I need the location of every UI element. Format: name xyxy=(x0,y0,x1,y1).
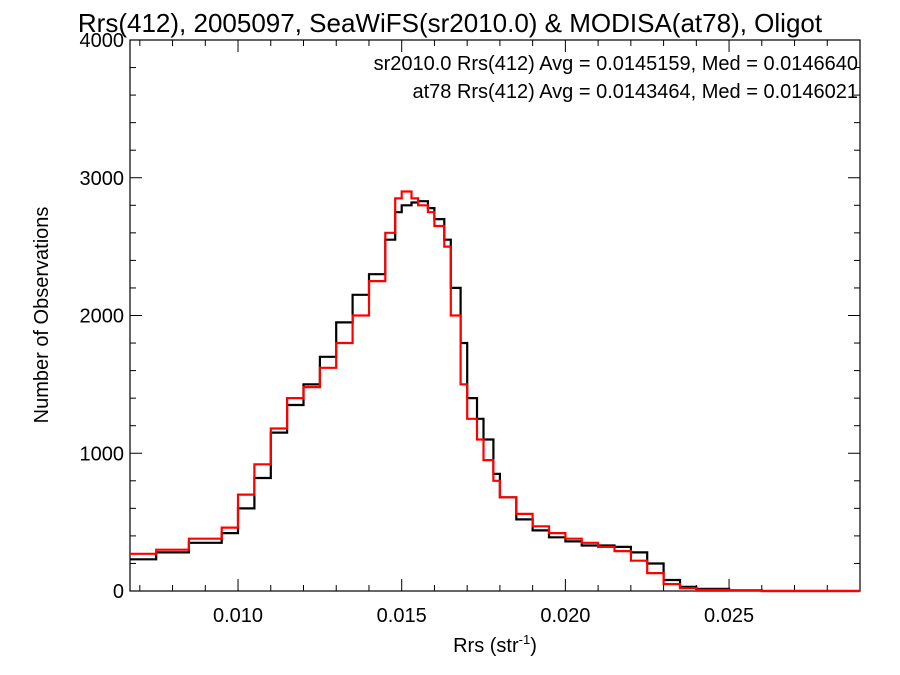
x-axis-label-superscript: -1 xyxy=(519,632,531,647)
legend: sr2010.0 Rrs(412) Avg = 0.0145159, Med =… xyxy=(374,53,858,103)
series-line-sr2010-0 xyxy=(130,200,860,593)
x-tick-label: 0.020 xyxy=(540,605,590,627)
y-tick-label: 4000 xyxy=(80,30,125,52)
series-line-at78 xyxy=(130,190,860,593)
x-tick-label: 0.025 xyxy=(704,605,754,627)
y-axis-label: Number of Observations xyxy=(31,207,53,424)
legend-entry-at78: at78 Rrs(412) Avg = 0.0143464, Med = 0.0… xyxy=(412,81,858,103)
x-tick-label: 0.015 xyxy=(377,605,427,627)
y-tick-label: 2000 xyxy=(80,306,125,328)
legend-entry-sr2010: sr2010.0 Rrs(412) Avg = 0.0145159, Med =… xyxy=(374,53,858,75)
series-layer xyxy=(130,190,860,593)
y-tick-label: 3000 xyxy=(80,168,125,190)
y-tick-label: 1000 xyxy=(80,443,125,465)
axis-tick-labels: 0.010 0.015 0.020 0.025 0 1000 2000 3000 4000 xyxy=(80,30,755,627)
y-tick-label: 0 xyxy=(113,581,124,603)
x-axis-label-close: ) xyxy=(530,635,537,657)
x-axis-label-main: Rrs (str xyxy=(453,635,519,657)
chart-title: Rrs(412), 2005097, SeaWiFS(sr2010.0) & M… xyxy=(78,8,823,38)
x-tick-label: 0.010 xyxy=(213,605,263,627)
x-axis-label: Rrs (str-1) xyxy=(453,632,537,657)
